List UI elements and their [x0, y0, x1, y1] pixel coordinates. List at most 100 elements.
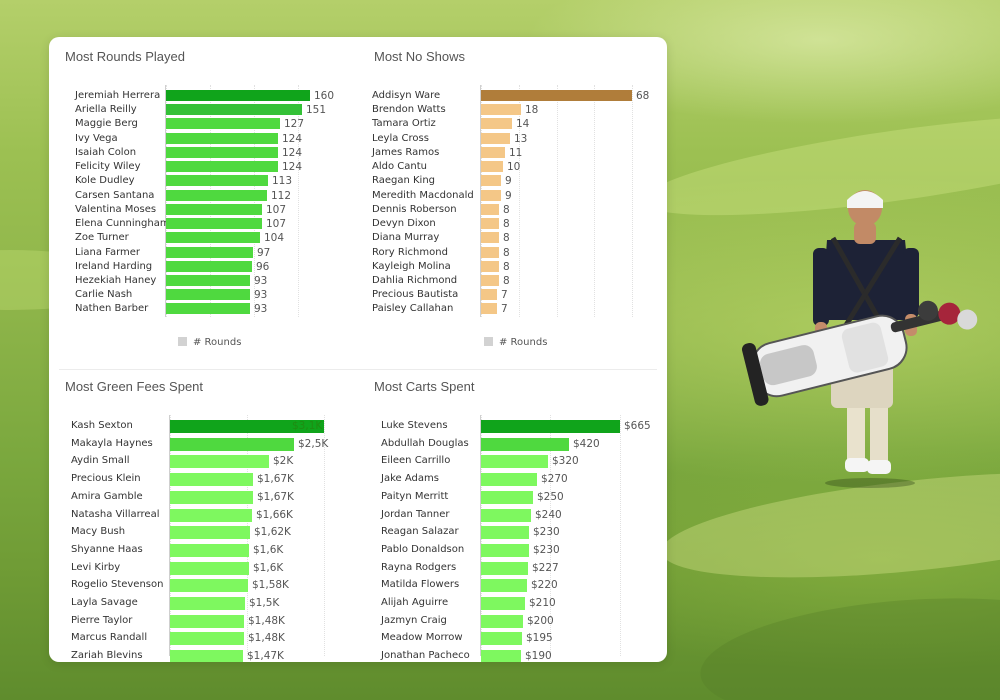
data-label: 13 — [514, 132, 528, 145]
category-label: Abdullah Douglas — [381, 437, 469, 449]
bar[interactable] — [481, 526, 529, 540]
bar[interactable] — [481, 132, 510, 144]
bar[interactable] — [170, 473, 253, 487]
category-label: Elena Cunningham — [75, 218, 170, 230]
bar[interactable] — [170, 561, 249, 575]
category-label: Rayna Rodgers — [381, 561, 457, 573]
bar[interactable] — [166, 289, 250, 301]
category-label: Liana Farmer — [75, 246, 141, 258]
bar[interactable] — [481, 146, 505, 158]
panel-title: Most Carts Spent — [374, 379, 475, 394]
bar[interactable] — [166, 90, 310, 101]
gridline — [550, 415, 551, 656]
bar[interactable] — [170, 614, 244, 628]
bar[interactable] — [481, 543, 529, 557]
bar[interactable] — [166, 132, 278, 144]
bar[interactable] — [166, 175, 268, 187]
bar[interactable] — [166, 246, 253, 258]
bar[interactable] — [481, 650, 521, 662]
bar[interactable] — [166, 189, 267, 201]
bar[interactable] — [481, 175, 501, 187]
bar[interactable] — [170, 597, 245, 610]
bar[interactable] — [481, 455, 548, 469]
bar[interactable] — [481, 437, 569, 451]
data-label: 8 — [503, 232, 510, 245]
bar[interactable] — [481, 490, 533, 504]
bar[interactable] — [166, 146, 278, 158]
data-label: 8 — [503, 260, 510, 273]
bar[interactable] — [166, 104, 302, 116]
bar[interactable] — [481, 614, 523, 628]
gridline — [594, 85, 595, 317]
bar[interactable] — [481, 189, 501, 201]
bar[interactable] — [481, 561, 528, 575]
data-label: $1,5K — [249, 597, 280, 609]
bar[interactable] — [481, 218, 499, 230]
category-label: Macy Bush — [71, 526, 126, 538]
bar[interactable] — [481, 632, 522, 646]
bar[interactable] — [481, 260, 499, 272]
bar[interactable] — [166, 232, 260, 244]
bar[interactable] — [170, 490, 253, 504]
bar[interactable] — [481, 508, 531, 522]
bar[interactable] — [481, 104, 521, 116]
category-label: Alijah Aguirre — [381, 597, 449, 608]
bar[interactable] — [166, 274, 250, 286]
bar[interactable] — [481, 203, 499, 215]
bar[interactable] — [166, 260, 252, 272]
bar[interactable] — [170, 632, 244, 646]
category-label: Kayleigh Molina — [372, 260, 451, 272]
data-label: $1,58K — [252, 579, 289, 592]
bar[interactable] — [170, 420, 324, 433]
bar[interactable] — [481, 420, 620, 433]
data-label: 7 — [501, 289, 508, 302]
data-label: $1,66K — [256, 508, 293, 521]
bar[interactable] — [166, 203, 262, 215]
category-label: Eileen Carrillo — [381, 455, 451, 467]
gridline — [519, 85, 520, 317]
category-label: Devyn Dixon — [372, 218, 436, 230]
gridline — [254, 85, 255, 317]
bar[interactable] — [170, 437, 294, 451]
bar[interactable] — [170, 579, 248, 593]
bar[interactable] — [166, 161, 278, 173]
gridline — [298, 85, 299, 317]
category-label: Matilda Flowers — [381, 579, 460, 591]
bar[interactable] — [481, 579, 527, 593]
bar[interactable] — [481, 246, 499, 258]
data-label: $210 — [529, 597, 556, 609]
data-label: 104 — [264, 232, 285, 245]
bar[interactable] — [481, 161, 503, 173]
bar[interactable] — [166, 303, 250, 315]
bar[interactable] — [166, 118, 280, 130]
bar[interactable] — [170, 508, 252, 522]
data-label: 112 — [271, 189, 292, 202]
data-label: 9 — [505, 175, 512, 188]
category-label: Reagan Salazar — [381, 526, 459, 538]
bar[interactable] — [481, 597, 525, 610]
bar[interactable] — [166, 218, 262, 230]
category-label: Jordan Tanner — [381, 508, 450, 520]
bar[interactable] — [170, 526, 250, 540]
category-label: Zariah Blevins — [71, 650, 143, 662]
gridline — [166, 85, 167, 317]
bar[interactable] — [481, 232, 499, 244]
category-label: Paityn Merritt — [381, 490, 449, 502]
category-label: Meadow Morrow — [381, 632, 463, 644]
bar[interactable] — [481, 473, 537, 487]
bar[interactable] — [170, 543, 249, 557]
category-label: Jake Adams — [381, 473, 439, 485]
bar[interactable] — [481, 274, 499, 286]
bar[interactable] — [481, 118, 512, 130]
bar[interactable] — [170, 650, 243, 662]
bar[interactable] — [170, 455, 269, 469]
bar[interactable] — [481, 303, 497, 315]
bar[interactable] — [481, 90, 632, 101]
category-label: Rory Richmond — [372, 246, 448, 258]
bar[interactable] — [481, 289, 497, 301]
data-label: 96 — [256, 260, 270, 273]
category-label: Felicity Wiley — [75, 161, 141, 173]
category-label: Amira Gamble — [71, 490, 143, 502]
data-label: 11 — [509, 146, 523, 159]
data-label: 18 — [525, 104, 539, 117]
